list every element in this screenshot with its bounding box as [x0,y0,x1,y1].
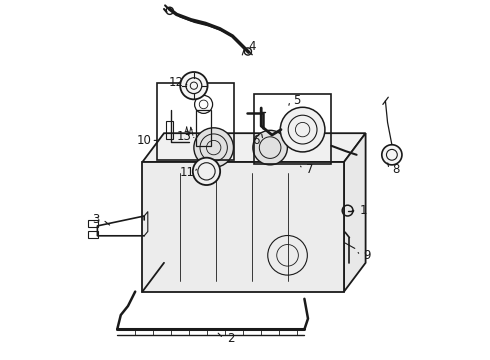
Circle shape [194,128,233,167]
Text: 2: 2 [227,332,234,345]
Bar [254,94,331,164]
Text: 7: 7 [306,163,314,176]
Circle shape [180,72,208,99]
Bar [196,110,211,146]
Text: 1: 1 [360,204,368,217]
Text: 9: 9 [364,249,371,262]
Polygon shape [344,133,366,292]
Text: 3: 3 [92,213,99,226]
Circle shape [193,158,220,185]
Circle shape [253,130,288,165]
Text: 11: 11 [180,166,195,179]
Text: 8: 8 [392,163,400,176]
Polygon shape [143,133,366,162]
Text: 13: 13 [176,130,191,143]
Bar [157,83,234,160]
Bar [166,121,173,139]
Circle shape [280,107,325,152]
Text: 6: 6 [252,134,260,147]
Text: 12: 12 [169,76,184,89]
Text: 5: 5 [294,94,301,107]
Polygon shape [143,162,344,292]
Bar [88,220,98,227]
Circle shape [382,145,402,165]
Bar [88,231,98,238]
Text: 10: 10 [137,134,151,147]
Text: 4: 4 [248,40,256,53]
